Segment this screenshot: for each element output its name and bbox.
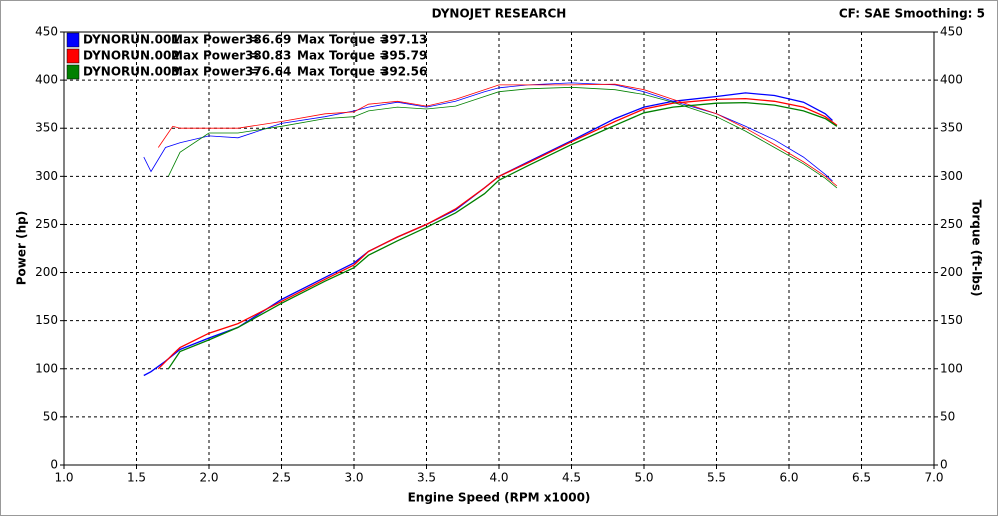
y-tick-label: 300 bbox=[35, 169, 58, 183]
x-tick-label: 6.0 bbox=[779, 471, 798, 485]
legend-text: 397.13 bbox=[381, 33, 427, 47]
settings: CF: SAE Smoothing: 5 bbox=[839, 7, 985, 21]
y2-tick-label: 250 bbox=[940, 217, 963, 231]
x-tick-label: 6.5 bbox=[852, 471, 871, 485]
y2-tick-label: 100 bbox=[940, 361, 963, 375]
y-tick-label: 350 bbox=[35, 121, 58, 135]
legend-swatch bbox=[66, 64, 80, 80]
x-tick-label: 2.5 bbox=[272, 471, 291, 485]
power-line bbox=[167, 101, 838, 370]
chart-title: DYNOJET RESEARCH bbox=[432, 7, 567, 21]
legend-text: Max Power = bbox=[171, 49, 259, 63]
y-axis-title: Power (hp) bbox=[15, 211, 29, 285]
torque-line bbox=[143, 82, 833, 182]
y-tick-label: 250 bbox=[35, 217, 58, 231]
x-tick-label: 5.0 bbox=[634, 471, 653, 485]
y-tick-label: 400 bbox=[35, 73, 58, 87]
torque-line bbox=[168, 86, 838, 189]
legend-text: DYNORUN.001 bbox=[83, 33, 180, 47]
y2-tick-label: 400 bbox=[940, 73, 963, 87]
y2-axis-title: Torque (ft-lbs) bbox=[970, 200, 984, 297]
x-tick-label: 5.5 bbox=[707, 471, 726, 485]
legend-text: 392.56 bbox=[381, 65, 427, 79]
x-tick-label: 1.5 bbox=[127, 471, 146, 485]
legend-text: Max Torque = bbox=[297, 33, 389, 47]
y-tick-label: 150 bbox=[35, 313, 58, 327]
y-tick-label: 50 bbox=[43, 409, 58, 423]
y2-tick-label: 300 bbox=[940, 169, 963, 183]
x-tick-label: 3.5 bbox=[417, 471, 436, 485]
x-tick-label: 1.0 bbox=[54, 471, 73, 485]
y2-tick-label: 450 bbox=[940, 25, 963, 39]
legend-swatch bbox=[66, 32, 80, 48]
x-tick-label: 2.0 bbox=[199, 471, 218, 485]
legend-text: Max Power = bbox=[171, 65, 259, 79]
legend-text: Max Torque = bbox=[297, 49, 389, 63]
power-line bbox=[157, 97, 838, 370]
x-tick-label: 4.0 bbox=[489, 471, 508, 485]
legend-swatch bbox=[66, 48, 80, 64]
y-tick-label: 100 bbox=[35, 361, 58, 375]
legend-text: Max Power = bbox=[171, 33, 259, 47]
x-tick-label: 7.0 bbox=[924, 471, 943, 485]
y2-tick-label: 50 bbox=[940, 409, 955, 423]
legend-text: Max Torque = bbox=[297, 65, 389, 79]
y2-tick-label: 150 bbox=[940, 313, 963, 327]
legend-text: 380.83 bbox=[245, 49, 291, 63]
legend-text: 395.79 bbox=[381, 49, 427, 63]
x-tick-label: 4.5 bbox=[562, 471, 581, 485]
y2-tick-label: 0 bbox=[940, 458, 948, 472]
legend-text: 386.69 bbox=[245, 33, 291, 47]
legend-text: DYNORUN.003 bbox=[83, 65, 180, 79]
torque-line bbox=[157, 83, 838, 187]
legend-text: DYNORUN.002 bbox=[83, 49, 180, 63]
x-axis-title: Engine Speed (RPM x1000) bbox=[408, 491, 591, 505]
y-tick-label: 0 bbox=[50, 458, 58, 472]
y-tick-label: 450 bbox=[35, 25, 58, 39]
x-tick-label: 3.0 bbox=[344, 471, 363, 485]
y2-tick-label: 350 bbox=[940, 121, 963, 135]
legend-text: 376.64 bbox=[245, 65, 291, 79]
y-tick-label: 200 bbox=[35, 265, 58, 279]
y2-tick-label: 200 bbox=[940, 265, 963, 279]
